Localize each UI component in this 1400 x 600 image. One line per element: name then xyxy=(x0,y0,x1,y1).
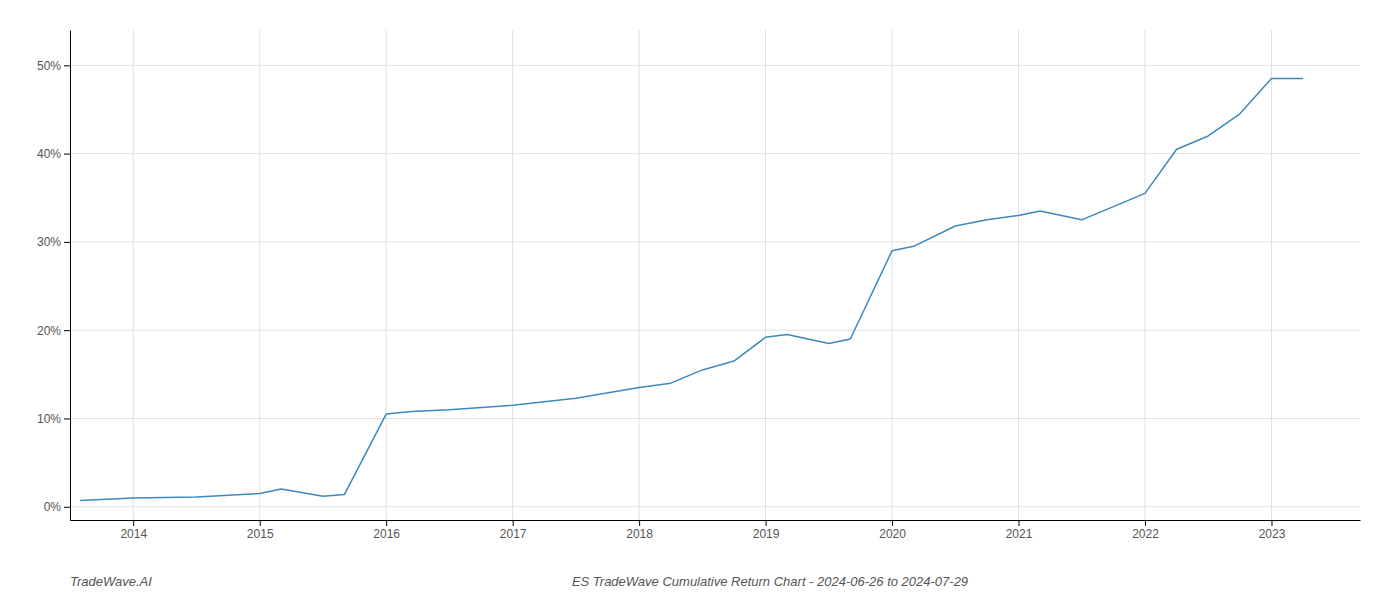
tick-mark xyxy=(1019,520,1020,526)
tick-label: 2017 xyxy=(500,527,527,541)
tick: 2014 xyxy=(120,520,147,541)
tick-label: 2021 xyxy=(1006,527,1033,541)
grid-line-y xyxy=(70,65,1360,66)
tick-label: 2019 xyxy=(753,527,780,541)
tick-mark xyxy=(133,520,134,526)
tick-mark xyxy=(260,520,261,526)
tick-mark xyxy=(892,520,893,526)
line xyxy=(80,79,1303,501)
tick: 40% xyxy=(37,147,70,161)
tick-mark xyxy=(1145,520,1146,526)
axis-line xyxy=(71,520,1361,521)
tick-label: 2020 xyxy=(879,527,906,541)
tick: 2020 xyxy=(879,520,906,541)
plot-area xyxy=(80,79,1303,501)
tick: 2023 xyxy=(1259,520,1286,541)
tick-label: 2018 xyxy=(626,527,653,541)
tick-label: 2015 xyxy=(247,527,274,541)
tick-label: 40% xyxy=(37,147,61,161)
grid-line-x xyxy=(259,30,260,520)
grid-line-y xyxy=(70,153,1360,154)
tick-mark xyxy=(64,242,70,243)
grid xyxy=(70,30,1360,520)
tick: 2016 xyxy=(373,520,400,541)
tick-mark xyxy=(64,418,70,419)
grid-line-x xyxy=(639,30,640,520)
tick-label: 10% xyxy=(37,412,61,426)
chart: 2014 2015 2016 2017 2018 2019 2020 2021 2022 2023… xyxy=(0,0,1400,600)
tick-mark xyxy=(386,520,387,526)
watermark: TradeWave.AI xyxy=(70,574,152,589)
tick: 2017 xyxy=(500,520,527,541)
tick: 2018 xyxy=(626,520,653,541)
grid-line-x xyxy=(1018,30,1019,520)
tick-mark xyxy=(64,154,70,155)
tick-label: 50% xyxy=(37,59,61,73)
tick: 50% xyxy=(37,59,70,73)
tick-mark xyxy=(513,520,514,526)
grid-line-x xyxy=(765,30,766,520)
grid-line-x xyxy=(512,30,513,520)
grid-line-y xyxy=(70,506,1360,507)
tick-mark xyxy=(64,65,70,66)
tick-label: 0% xyxy=(44,500,62,514)
grid-line-x xyxy=(892,30,893,520)
tick-mark xyxy=(766,520,767,526)
axis-line xyxy=(70,31,71,521)
tick-mark xyxy=(64,507,70,508)
title: ES TradeWave Cumulative Return Chart - 2… xyxy=(572,574,968,589)
tick-label: 20% xyxy=(37,324,61,338)
x-axis: 2014 2015 2016 2017 2018 2019 2020 2021 2022 2023 xyxy=(71,520,1361,541)
y-axis: 0% 10% 20% 30% 40% 50% xyxy=(37,31,71,521)
tick-label: 2014 xyxy=(120,527,147,541)
tick: 2021 xyxy=(1006,520,1033,541)
tick: 30% xyxy=(37,235,70,249)
grid-line-y xyxy=(70,241,1360,242)
tick-mark xyxy=(1271,520,1272,526)
grid-line-y xyxy=(70,330,1360,331)
tick-label: 2022 xyxy=(1132,527,1159,541)
tick: 0% xyxy=(44,500,70,514)
tick-mark xyxy=(639,520,640,526)
tick-mark xyxy=(64,330,70,331)
tick-label: 2016 xyxy=(373,527,400,541)
tick-label: 30% xyxy=(37,235,61,249)
grid-line-x xyxy=(1271,30,1272,520)
tick-label: 2023 xyxy=(1259,527,1286,541)
grid-line-x xyxy=(386,30,387,520)
grid-line-x xyxy=(133,30,134,520)
tick: 2019 xyxy=(753,520,780,541)
grid-line-y xyxy=(70,418,1360,419)
tick: 2015 xyxy=(247,520,274,541)
tick: 2022 xyxy=(1132,520,1159,541)
grid-line-x xyxy=(1145,30,1146,520)
tick: 10% xyxy=(37,412,70,426)
tick: 20% xyxy=(37,324,70,338)
